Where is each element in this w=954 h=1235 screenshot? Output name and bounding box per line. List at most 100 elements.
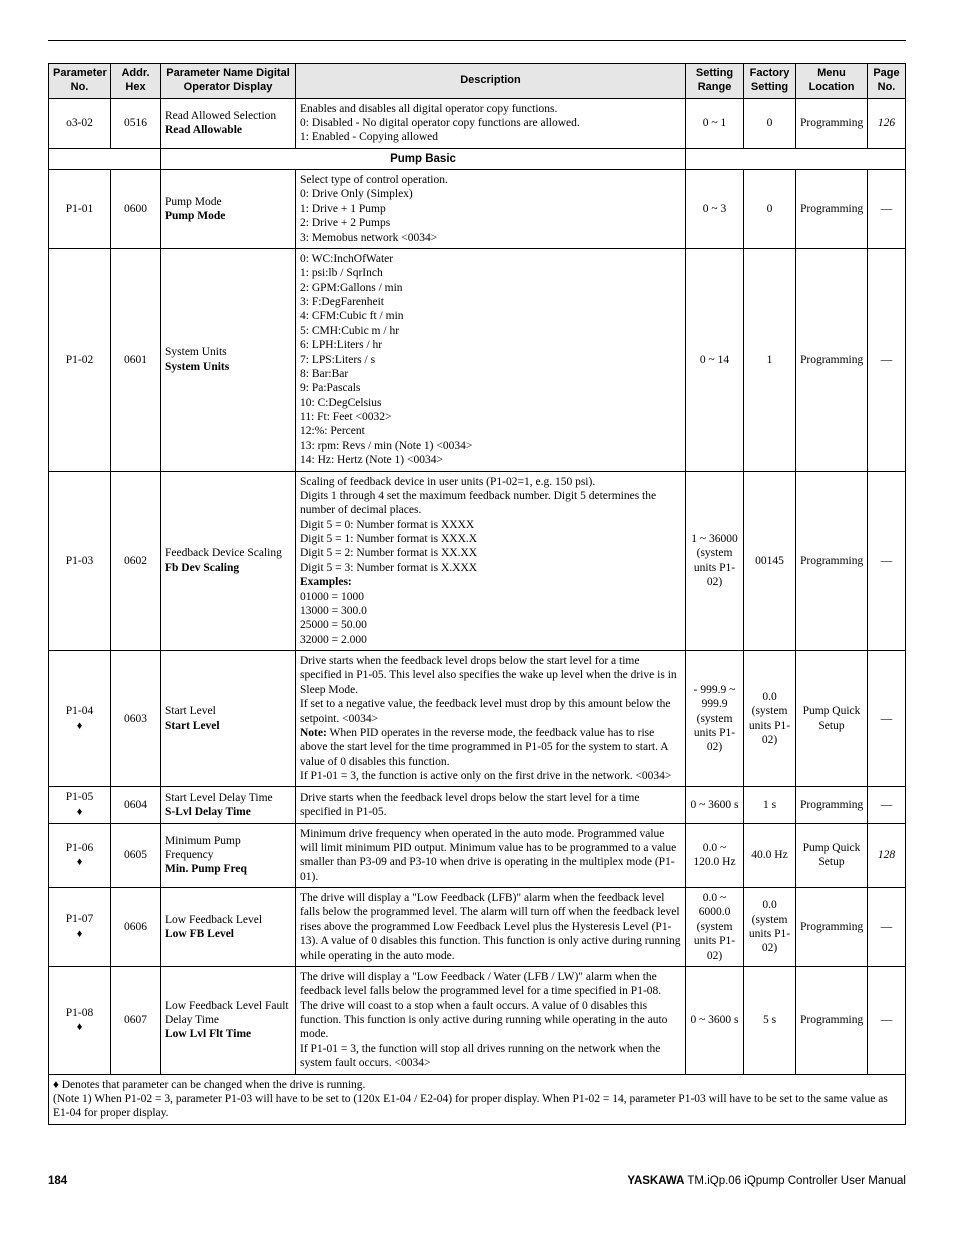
cell-desc: 0: WC:InchOfWater1: psi:lb / SqrInch2: G… — [296, 248, 686, 471]
cell-param-no: P1-07♦ — [49, 888, 111, 967]
cell-page: — — [868, 248, 906, 471]
cell-factory: 0 — [744, 98, 796, 148]
cell-name: System UnitsSystem Units — [161, 248, 296, 471]
col-setting-range: Setting Range — [686, 64, 744, 99]
cell-param-no: P1-05♦ — [49, 787, 111, 823]
cell-page: — — [868, 787, 906, 823]
table-header-row: Parameter No. Addr. Hex Parameter Name D… — [49, 64, 906, 99]
table-row: P1-010600Pump ModePump ModeSelect type o… — [49, 170, 906, 249]
cell-param-no: o3-02 — [49, 98, 111, 148]
cell-addr: 0602 — [111, 471, 161, 651]
section-row: Pump Basic — [49, 148, 906, 169]
cell-name: Start Level Delay TimeS-Lvl Delay Time — [161, 787, 296, 823]
cell-addr: 0604 — [111, 787, 161, 823]
cell-range: 0.0 ~ 120.0 Hz — [686, 823, 744, 888]
cell-menu: Programming — [796, 888, 868, 967]
cell-desc: Select type of control operation.0: Driv… — [296, 170, 686, 249]
col-param-name: Parameter Name Digital Operator Display — [161, 64, 296, 99]
cell-desc: Enables and disables all digital operato… — [296, 98, 686, 148]
cell-menu: Programming — [796, 170, 868, 249]
cell-range: 0.0 ~ 6000.0 (system units P1-02) — [686, 888, 744, 967]
cell-desc: Drive starts when the feedback level dro… — [296, 787, 686, 823]
cell-addr: 0605 — [111, 823, 161, 888]
col-parameter-no: Parameter No. — [49, 64, 111, 99]
cell-page: — — [868, 966, 906, 1074]
col-description: Description — [296, 64, 686, 99]
cell-param-no: P1-06♦ — [49, 823, 111, 888]
cell-param-no: P1-04♦ — [49, 651, 111, 787]
cell-page: — — [868, 651, 906, 787]
section-right-blank — [686, 148, 906, 169]
cell-factory: 1 — [744, 248, 796, 471]
cell-name: Low Feedback LevelLow FB Level — [161, 888, 296, 967]
cell-range: 0 ~ 1 — [686, 98, 744, 148]
col-addr-hex: Addr. Hex — [111, 64, 161, 99]
cell-page: 128 — [868, 823, 906, 888]
cell-factory: 0.0 (system units P1-02) — [744, 651, 796, 787]
cell-desc: Drive starts when the feedback level dro… — [296, 651, 686, 787]
cell-menu: Programming — [796, 966, 868, 1074]
table-row: P1-05♦0604Start Level Delay TimeS-Lvl De… — [49, 787, 906, 823]
cell-name: Start LevelStart Level — [161, 651, 296, 787]
table-row: o3-020516Read Allowed SelectionRead Allo… — [49, 98, 906, 148]
cell-desc: Minimum drive frequency when operated in… — [296, 823, 686, 888]
cell-addr: 0607 — [111, 966, 161, 1074]
table-row: P1-07♦0606Low Feedback LevelLow FB Level… — [49, 888, 906, 967]
cell-menu: Programming — [796, 471, 868, 651]
cell-param-no: P1-02 — [49, 248, 111, 471]
cell-name: Low Feedback Level Fault Delay TimeLow L… — [161, 966, 296, 1074]
cell-factory: 40.0 Hz — [744, 823, 796, 888]
cell-name: Feedback Device ScalingFb Dev Scaling — [161, 471, 296, 651]
footer-brand: YASKAWA — [627, 1175, 684, 1187]
cell-param-no: P1-08♦ — [49, 966, 111, 1074]
table-row: P1-030602Feedback Device ScalingFb Dev S… — [49, 471, 906, 651]
cell-menu: Programming — [796, 98, 868, 148]
cell-range: - 999.9 ~ 999.9 (system units P1-02) — [686, 651, 744, 787]
table-row: P1-08♦0607Low Feedback Level Fault Delay… — [49, 966, 906, 1074]
footer-title: TM.iQp.06 iQpump Controller User Manual — [684, 1175, 906, 1187]
cell-addr: 0601 — [111, 248, 161, 471]
page-top-rule — [48, 40, 906, 41]
section-title-cell: Pump Basic — [161, 148, 686, 169]
cell-page: — — [868, 170, 906, 249]
cell-factory: 5 s — [744, 966, 796, 1074]
col-factory-setting: Factory Setting — [744, 64, 796, 99]
cell-param-no: P1-01 — [49, 170, 111, 249]
cell-name: Pump ModePump Mode — [161, 170, 296, 249]
cell-desc: The drive will display a "Low Feedback (… — [296, 888, 686, 967]
cell-range: 0 ~ 3600 s — [686, 966, 744, 1074]
page-number: 184 — [48, 1175, 67, 1187]
col-menu-location: Menu Location — [796, 64, 868, 99]
cell-addr: 0600 — [111, 170, 161, 249]
cell-page: — — [868, 471, 906, 651]
table-body: o3-020516Read Allowed SelectionRead Allo… — [49, 98, 906, 1124]
cell-page: 126 — [868, 98, 906, 148]
cell-factory: 1 s — [744, 787, 796, 823]
cell-name: Read Allowed SelectionRead Allowable — [161, 98, 296, 148]
cell-name: Minimum Pump FrequencyMin. Pump Freq — [161, 823, 296, 888]
cell-addr: 0603 — [111, 651, 161, 787]
section-left-blank — [49, 148, 161, 169]
footnotes-cell: ♦ Denotes that parameter can be changed … — [49, 1074, 906, 1124]
cell-desc: Scaling of feedback device in user units… — [296, 471, 686, 651]
cell-range: 1 ~ 36000 (system units P1-02) — [686, 471, 744, 651]
cell-range: 0 ~ 14 — [686, 248, 744, 471]
cell-menu: Pump Quick Setup — [796, 651, 868, 787]
cell-addr: 0516 — [111, 98, 161, 148]
cell-param-no: P1-03 — [49, 471, 111, 651]
cell-menu: Pump Quick Setup — [796, 823, 868, 888]
cell-factory: 0 — [744, 170, 796, 249]
cell-range: 0 ~ 3600 s — [686, 787, 744, 823]
footer-doc: YASKAWA TM.iQp.06 iQpump Controller User… — [627, 1175, 906, 1187]
cell-desc: The drive will display a "Low Feedback /… — [296, 966, 686, 1074]
page-footer: 184 YASKAWA TM.iQp.06 iQpump Controller … — [48, 1175, 906, 1187]
cell-menu: Programming — [796, 248, 868, 471]
cell-addr: 0606 — [111, 888, 161, 967]
cell-page: — — [868, 888, 906, 967]
col-page-no: Page No. — [868, 64, 906, 99]
cell-factory: 00145 — [744, 471, 796, 651]
cell-factory: 0.0 (system units P1-02) — [744, 888, 796, 967]
parameter-table: Parameter No. Addr. Hex Parameter Name D… — [48, 63, 906, 1125]
cell-range: 0 ~ 3 — [686, 170, 744, 249]
table-row: P1-06♦0605Minimum Pump FrequencyMin. Pum… — [49, 823, 906, 888]
